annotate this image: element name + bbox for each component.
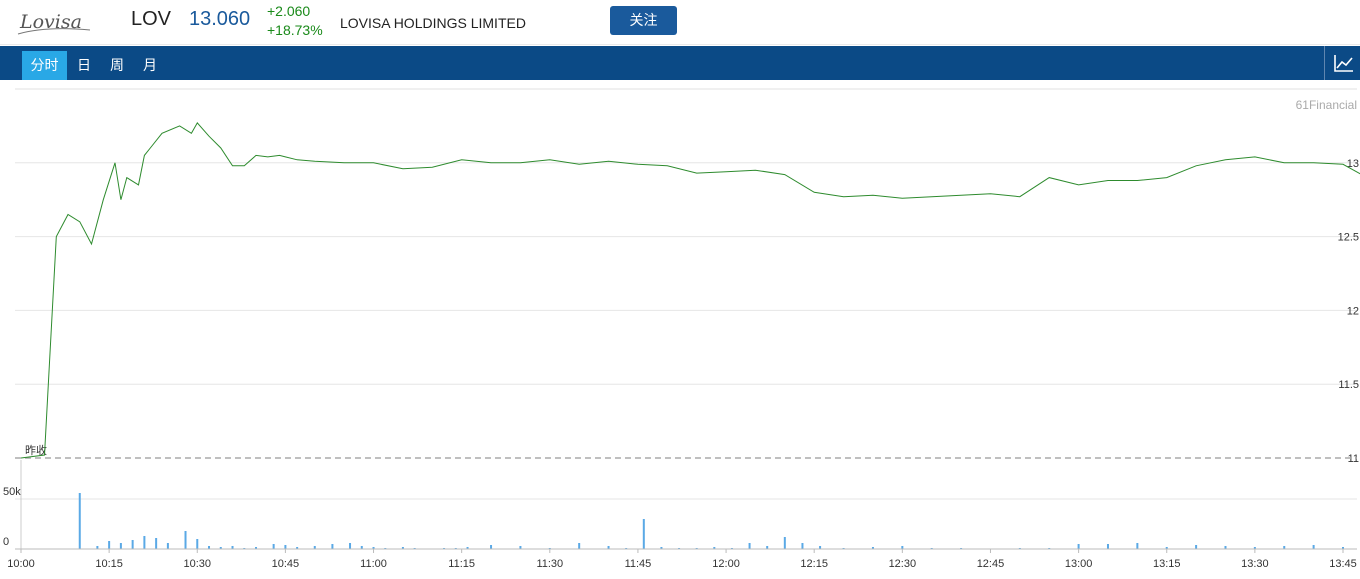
time-axis-label: 11:15 bbox=[448, 558, 475, 570]
price-axis-label: 13 bbox=[1347, 158, 1359, 170]
volume-bar bbox=[196, 539, 199, 549]
volume-bar bbox=[1312, 545, 1315, 549]
quote-header: Lovisa LOV 13.060 +2.060 +18.73% LOVISA … bbox=[0, 0, 1360, 45]
volume-bar bbox=[96, 546, 99, 549]
time-axis-label: 12:15 bbox=[800, 558, 828, 570]
volume-bar bbox=[1165, 547, 1168, 549]
volume-bar bbox=[313, 546, 316, 549]
volume-bar bbox=[208, 546, 211, 549]
time-axis-label: 12:45 bbox=[977, 558, 1005, 570]
tab-weekly[interactable]: 周 bbox=[110, 57, 124, 73]
volume-bar bbox=[331, 544, 334, 549]
volume-bar bbox=[231, 546, 234, 549]
time-axis-label: 10:45 bbox=[272, 558, 300, 570]
lovisa-logo: Lovisa bbox=[17, 11, 91, 35]
line-chart-icon bbox=[1334, 55, 1353, 72]
volume-bar bbox=[466, 547, 469, 549]
volume-bar bbox=[272, 544, 275, 549]
time-axis-label: 11:45 bbox=[625, 558, 652, 570]
volume-bar bbox=[349, 543, 352, 549]
volume-bar bbox=[1136, 543, 1139, 549]
time-axis-label: 13:00 bbox=[1065, 558, 1093, 570]
volume-bar bbox=[401, 547, 404, 549]
time-axis-label: 10:30 bbox=[184, 558, 212, 570]
prev-close-label: 昨收 bbox=[25, 443, 47, 457]
price-change-percent: +18.73% bbox=[267, 22, 323, 38]
tab-intraday[interactable]: 分时 bbox=[22, 51, 67, 80]
time-axis-label: 13:45 bbox=[1329, 558, 1357, 570]
volume-bar bbox=[819, 546, 822, 549]
volume-bar bbox=[166, 543, 169, 549]
follow-button[interactable]: 关注 bbox=[610, 6, 677, 35]
chart-watermark: 61Financial bbox=[1296, 98, 1357, 112]
volume-bar bbox=[1224, 546, 1227, 549]
volume-bar bbox=[1253, 547, 1256, 549]
last-price: 13.060 bbox=[189, 8, 251, 30]
time-axis-label: 13:30 bbox=[1241, 558, 1269, 570]
intraday-chart: 61Financial 13 12.5 12 11.5 11 昨收 50k 0 10:00 10:1… bbox=[3, 88, 1360, 570]
volume-bar bbox=[660, 547, 663, 549]
volume-bar bbox=[1195, 545, 1198, 549]
volume-bar bbox=[372, 547, 375, 549]
time-axis-label: 10:15 bbox=[95, 558, 123, 570]
price-change: +2.060 bbox=[267, 3, 311, 19]
price-axis-label: 11.5 bbox=[1338, 379, 1359, 391]
volume-bar bbox=[901, 546, 904, 549]
time-axis-label: 11:00 bbox=[360, 558, 387, 570]
volume-bar bbox=[490, 545, 493, 549]
ticker-symbol: LOV bbox=[131, 8, 172, 30]
volume-bar bbox=[801, 543, 804, 549]
volume-bar bbox=[219, 547, 222, 549]
volume-bar bbox=[184, 531, 187, 549]
volume-bar bbox=[748, 543, 751, 549]
volume-bar bbox=[131, 540, 134, 549]
volume-bar bbox=[642, 519, 645, 549]
chart-type-button[interactable] bbox=[1324, 46, 1360, 80]
period-tab-bar: 分时 日 周 月 bbox=[0, 46, 1360, 80]
time-axis-label: 12:00 bbox=[712, 558, 740, 570]
volume-bar bbox=[578, 543, 581, 549]
price-axis-label: 11 bbox=[1348, 453, 1359, 465]
volume-bar bbox=[155, 538, 158, 549]
volume-bar bbox=[871, 547, 874, 549]
volume-bar bbox=[519, 546, 522, 549]
volume-bar bbox=[766, 546, 769, 549]
company-name: LOVISA HOLDINGS LIMITED bbox=[340, 15, 526, 31]
volume-bar bbox=[783, 537, 786, 549]
volume-bar bbox=[1077, 544, 1080, 549]
volume-bar bbox=[1342, 547, 1344, 549]
volume-bar bbox=[607, 546, 610, 549]
volume-bar bbox=[143, 536, 146, 549]
tab-daily[interactable]: 日 bbox=[77, 57, 91, 73]
volume-bar bbox=[108, 541, 111, 549]
volume-bar bbox=[255, 547, 258, 549]
volume-bar bbox=[78, 493, 81, 549]
volume-bar bbox=[119, 543, 122, 549]
price-axis-label: 12 bbox=[1347, 305, 1359, 317]
tab-monthly[interactable]: 月 bbox=[143, 57, 157, 73]
volume-bar bbox=[296, 547, 299, 549]
volume-bar bbox=[284, 545, 287, 549]
logo-text: Lovisa bbox=[19, 11, 82, 33]
volume-axis-label: 50k bbox=[3, 486, 21, 498]
volume-bar bbox=[713, 547, 716, 549]
price-axis-label: 12.5 bbox=[1338, 232, 1359, 244]
time-axis-label: 11:30 bbox=[536, 558, 563, 570]
volume-bar bbox=[1283, 546, 1286, 549]
time-axis-label: 13:15 bbox=[1153, 558, 1181, 570]
time-axis-label: 10:00 bbox=[7, 558, 35, 570]
time-axis-label: 12:30 bbox=[889, 558, 917, 570]
volume-bar bbox=[360, 546, 363, 549]
volume-axis-label: 0 bbox=[3, 536, 9, 548]
volume-bar bbox=[1106, 544, 1109, 549]
price-series-line bbox=[20, 122, 1360, 459]
